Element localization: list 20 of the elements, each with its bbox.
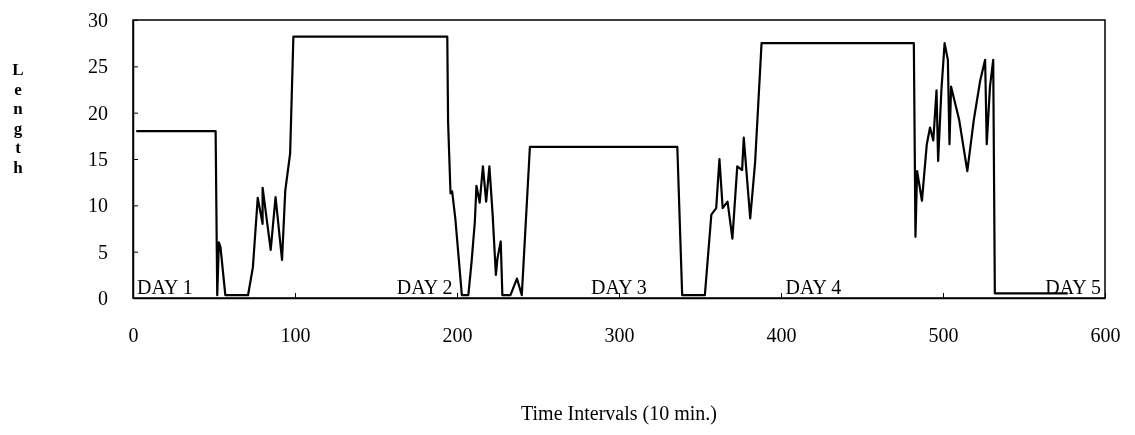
x-tick-label: 300 — [604, 324, 635, 347]
annotation: DAY 1 — [137, 276, 193, 298]
y-tick-label: 10 — [88, 194, 108, 217]
annotation: DAY 3 — [591, 276, 647, 298]
x-tick-label: 0 — [128, 324, 139, 347]
y-tick-label: 30 — [88, 8, 108, 31]
y-tick-label: 0 — [98, 286, 108, 309]
x-tick-label: 600 — [1090, 324, 1121, 347]
annotation: DAY 4 — [785, 276, 842, 298]
y-axis-title: Length — [12, 60, 24, 177]
y-tick-label: 25 — [88, 55, 108, 78]
x-axis-title: Time Intervals (10 min.) — [521, 402, 717, 425]
y-tick-label: 5 — [98, 240, 108, 263]
annotation: DAY 2 — [396, 276, 453, 298]
x-tick-label: 400 — [766, 324, 797, 347]
x-tick-label: 100 — [280, 324, 311, 347]
x-tick-label: 200 — [442, 324, 473, 347]
x-tick-label: 500 — [928, 324, 959, 347]
y-tick-label: 20 — [88, 101, 108, 124]
y-tick-label: 15 — [88, 147, 108, 170]
